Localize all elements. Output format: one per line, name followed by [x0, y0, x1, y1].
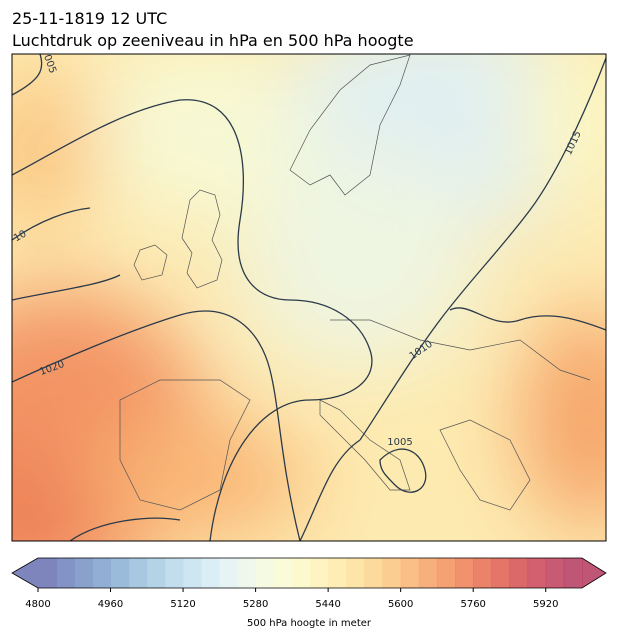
colorbar-tick-label: 4800: [25, 599, 50, 610]
colorbar-segment: [56, 558, 75, 588]
coastlines: [119, 54, 591, 511]
colorbar-segment: [491, 558, 510, 588]
colorbar-segment: [183, 558, 202, 588]
colorbar-segment: [563, 558, 583, 588]
colorbar-segment: [201, 558, 220, 588]
colorbar-segment: [436, 558, 456, 588]
colorbar-segment: [146, 558, 166, 588]
colorbar-segment: [382, 558, 402, 588]
colorbar-segment: [346, 558, 365, 588]
colorbar-segment: [310, 558, 329, 588]
colorbar-segment: [110, 558, 130, 588]
colorbar-segment: [128, 558, 148, 588]
colorbar-segment: [92, 558, 112, 588]
colorbar-tick-label: 5120: [170, 599, 195, 610]
colorbar-segment: [328, 558, 347, 588]
colorbar-tick-label: 5600: [388, 599, 413, 610]
colorbar-segment: [255, 558, 275, 588]
subtitle: Luchtdruk op zeeniveau in hPa en 500 hPa…: [12, 31, 414, 50]
colorbar-segment: [455, 558, 474, 588]
colorbar-tick-label: 5440: [315, 599, 340, 610]
colorbar: 4800 4960 5120 5280 5440 5600 5760 5920: [11, 557, 607, 610]
colorbar-segment: [509, 558, 529, 588]
title: 25-11-1819 12 UTC: [12, 9, 167, 28]
colorbar-segment: [219, 558, 238, 588]
colorbar-tick-label: 5760: [460, 599, 485, 610]
colorbar-segment: [473, 558, 492, 588]
isobars: [12, 54, 606, 541]
colorbar-tick-label: 5920: [533, 599, 558, 610]
colorbar-segment: [418, 558, 438, 588]
colorbar-tick-label: 5280: [243, 599, 268, 610]
colorbar-extend-low: [12, 558, 38, 588]
colorbar-segment: [527, 558, 547, 588]
colorbar-extend-high: [582, 558, 606, 588]
colorbar-segment: [545, 558, 565, 588]
map-frame: [11, 53, 607, 542]
colorbar-tick-label: 4960: [98, 599, 123, 610]
colorbar-segment: [400, 558, 420, 588]
colorbar-segment: [164, 558, 184, 588]
colorbar-segment: [237, 558, 257, 588]
colorbar-segment: [74, 558, 93, 588]
isobar-label: 1005: [387, 437, 412, 448]
colorbar-segment: [38, 558, 57, 588]
colorbar-segment: [291, 558, 311, 588]
colorbar-label: 500 hPa hoogte in meter: [247, 618, 372, 629]
colorbar-segment: [364, 558, 384, 588]
colorbar-segment: [273, 558, 293, 588]
colorbar-outline: [11, 557, 607, 589]
